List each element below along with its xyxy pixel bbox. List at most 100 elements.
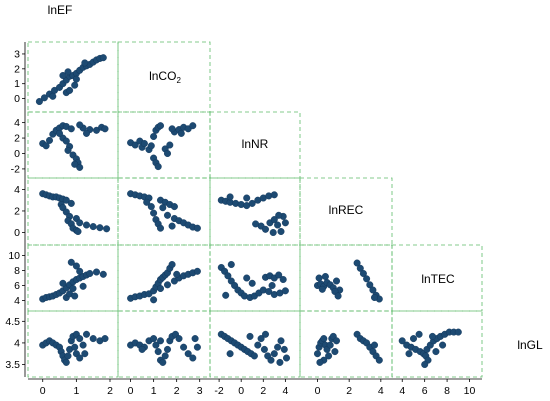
y-tick-label: 2 bbox=[14, 133, 20, 145]
data-point bbox=[222, 291, 230, 299]
data-point bbox=[326, 341, 334, 349]
data-point bbox=[59, 71, 67, 79]
data-point bbox=[81, 350, 89, 358]
data-point bbox=[168, 222, 176, 230]
data-point bbox=[280, 345, 288, 353]
data-point bbox=[82, 221, 90, 229]
y-tick-label: 4 bbox=[14, 295, 20, 307]
y-tick-label: 4 bbox=[14, 184, 20, 196]
data-point bbox=[166, 141, 174, 149]
data-point bbox=[92, 268, 100, 276]
x-tick-label: 0 bbox=[128, 385, 134, 397]
cell-border-GL-CO2 bbox=[117, 310, 211, 378]
x-tick-label: -2 bbox=[214, 385, 223, 397]
x-tick-label: 0 bbox=[315, 385, 321, 397]
data-point bbox=[275, 271, 283, 279]
x-tick-label: 2 bbox=[107, 385, 113, 397]
data-point bbox=[257, 335, 265, 343]
data-point bbox=[170, 203, 178, 211]
data-point bbox=[62, 137, 70, 145]
data-point bbox=[71, 343, 79, 351]
data-point bbox=[193, 224, 201, 232]
data-point bbox=[96, 224, 104, 232]
data-point bbox=[315, 274, 323, 282]
x-tick-label: 10 bbox=[464, 385, 476, 397]
data-point bbox=[42, 142, 50, 150]
data-point bbox=[156, 224, 164, 232]
data-point bbox=[156, 285, 164, 293]
data-point bbox=[189, 122, 197, 130]
x-tick-label: 1 bbox=[151, 385, 157, 397]
data-point bbox=[252, 220, 260, 228]
data-point bbox=[281, 287, 289, 295]
data-point bbox=[67, 125, 75, 133]
x-tick-label: 2 bbox=[260, 385, 266, 397]
data-point bbox=[250, 352, 258, 360]
data-point bbox=[184, 350, 192, 358]
data-point bbox=[359, 270, 367, 278]
data-point bbox=[156, 122, 164, 130]
x-tick-label: 6 bbox=[422, 385, 428, 397]
x-tick-label: 2 bbox=[174, 385, 180, 397]
data-point bbox=[325, 352, 333, 360]
y-tick-label: 2 bbox=[14, 205, 20, 217]
data-point bbox=[71, 292, 79, 300]
data-point bbox=[175, 335, 183, 343]
data-point bbox=[35, 97, 43, 105]
cell-border-GL-TEC bbox=[391, 310, 483, 378]
data-point bbox=[415, 330, 423, 338]
data-point bbox=[161, 352, 169, 360]
x-tick-label: 0 bbox=[40, 385, 46, 397]
data-point bbox=[193, 267, 201, 275]
variable-label-TEC: lnTEC bbox=[421, 272, 455, 286]
data-point bbox=[89, 335, 97, 343]
data-point bbox=[147, 142, 155, 150]
x-tick-label: 1 bbox=[73, 385, 79, 397]
data-point bbox=[375, 356, 383, 364]
diag-box-TEC bbox=[391, 244, 483, 312]
data-point bbox=[72, 262, 80, 270]
data-point bbox=[56, 129, 64, 137]
data-point bbox=[76, 267, 84, 275]
data-point bbox=[150, 209, 158, 217]
y-tick-label: 4.5 bbox=[5, 316, 20, 328]
y-tick-label: 3.5 bbox=[5, 359, 20, 371]
y-tick-label: 2 bbox=[14, 63, 20, 75]
data-point bbox=[154, 163, 162, 171]
y-tick-label: 4 bbox=[14, 117, 20, 129]
data-point bbox=[173, 270, 181, 278]
y-tick-label: 0 bbox=[14, 148, 20, 160]
cell-border-REC-NR bbox=[209, 177, 301, 246]
data-point bbox=[320, 335, 328, 343]
x-tick-label: 3 bbox=[197, 385, 203, 397]
data-point bbox=[353, 259, 361, 267]
data-point bbox=[331, 348, 339, 356]
data-point bbox=[276, 358, 284, 366]
data-point bbox=[246, 332, 254, 340]
y-tick-label: 10 bbox=[8, 250, 20, 262]
data-point bbox=[168, 261, 176, 269]
y-tick-label: -2 bbox=[11, 163, 20, 175]
data-point bbox=[243, 194, 251, 202]
data-point bbox=[82, 129, 90, 137]
data-point bbox=[64, 68, 72, 76]
data-point bbox=[432, 348, 440, 356]
data-point bbox=[140, 139, 148, 147]
data-point bbox=[67, 258, 75, 266]
variable-label-NR: lnNR bbox=[242, 137, 269, 151]
data-point bbox=[62, 358, 70, 366]
x-tick-label: 4 bbox=[282, 385, 288, 397]
data-point bbox=[254, 341, 262, 349]
data-point bbox=[189, 354, 197, 362]
y-tick-label: 0 bbox=[14, 227, 20, 239]
data-point bbox=[76, 121, 84, 129]
data-point bbox=[64, 352, 72, 360]
data-point bbox=[333, 337, 341, 345]
data-point bbox=[154, 348, 162, 356]
data-point bbox=[269, 228, 277, 236]
data-point bbox=[159, 204, 167, 212]
data-point bbox=[333, 277, 341, 285]
data-point bbox=[227, 261, 235, 269]
points-layer bbox=[35, 54, 462, 369]
